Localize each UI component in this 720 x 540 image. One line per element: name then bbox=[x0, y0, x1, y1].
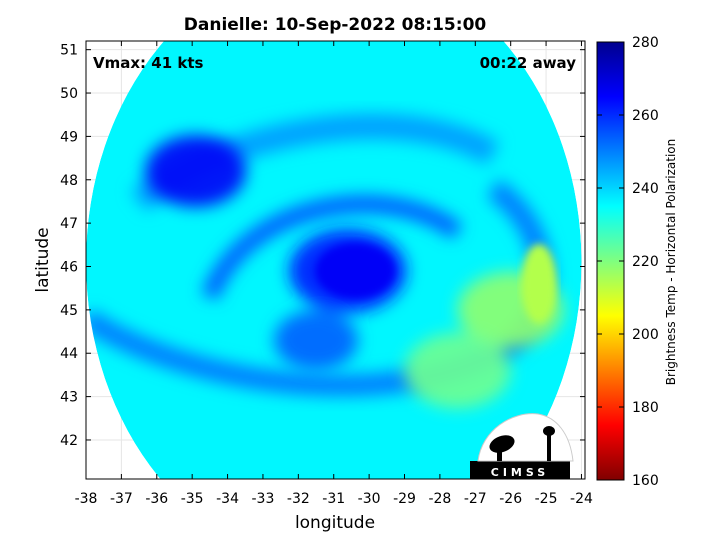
x-tick-label: -36 bbox=[145, 491, 168, 507]
x-tick-label: -24 bbox=[570, 491, 593, 507]
y-tick-label: 50 bbox=[60, 86, 78, 102]
x-tick-label: -34 bbox=[216, 491, 239, 507]
colorbar-label: Brightness Temp - Horizontal Polarizatio… bbox=[664, 139, 678, 386]
x-axis-ticks: -38 -37 -36 -35 -34 -33 -32 -31 -30 -29 -28 -27 -26-… bbox=[75, 41, 593, 507]
x-tick-label: -38 bbox=[75, 491, 98, 507]
brightness-temperature-field bbox=[86, 41, 582, 479]
colorbar-tick-label: 160 bbox=[632, 473, 659, 489]
x-tick-label: -37 bbox=[110, 491, 133, 507]
y-tick-label: 43 bbox=[60, 390, 78, 406]
y-tick-label: 42 bbox=[60, 433, 78, 449]
colorbar-tick-label: 260 bbox=[632, 108, 659, 124]
y-tick-label: 51 bbox=[60, 43, 78, 59]
colorbar-tick-label: 220 bbox=[632, 254, 659, 270]
rainband-inner bbox=[201, 195, 463, 301]
colorbar-tick-label: 280 bbox=[632, 35, 659, 51]
colorbar: 160 180 200 220 240 260 280 Brightness Temp - … bbox=[596, 35, 678, 489]
time-away-label: 00:22 away bbox=[480, 54, 577, 72]
feature-northwest-cold-region bbox=[145, 135, 247, 208]
colorbar-tick-label: 180 bbox=[632, 400, 659, 416]
logo-text: CIMSS bbox=[491, 466, 549, 479]
feature-southern-rainband bbox=[274, 310, 359, 371]
colorbar-tick-label: 200 bbox=[632, 327, 659, 343]
cimss-logo: CIMSS bbox=[470, 413, 574, 479]
y-tick-label: 45 bbox=[60, 303, 78, 319]
y-tick-label: 46 bbox=[60, 260, 78, 276]
swath-disc bbox=[86, 41, 582, 479]
x-tick-label: -27 bbox=[464, 491, 487, 507]
y-tick-label: 49 bbox=[60, 129, 78, 145]
storm-core-center bbox=[314, 242, 395, 299]
logo-dish-stand bbox=[497, 448, 502, 461]
plot-frame bbox=[85, 40, 586, 480]
colorbar-tick-label: 240 bbox=[632, 181, 659, 197]
y-axis-label: latitude bbox=[33, 227, 53, 292]
plot-area: -38 -37 -36 -35 -34 -33 -32 -31 -30 -29 -28 -27 -26-… bbox=[60, 40, 593, 507]
eastern-warm-core bbox=[520, 243, 557, 324]
x-tick-label: -33 bbox=[252, 491, 275, 507]
logo-tower-tank bbox=[543, 426, 555, 436]
x-axis-label: longitude bbox=[295, 513, 375, 533]
chart-title: Danielle: 10-Sep-2022 08:15:00 bbox=[184, 15, 487, 35]
feature-southeast-warm-region bbox=[404, 332, 511, 409]
x-tick-label: -26 bbox=[499, 491, 522, 507]
x-tick-label: -32 bbox=[287, 491, 310, 507]
x-tick-label: -25 bbox=[535, 491, 558, 507]
logo-dish bbox=[489, 435, 515, 453]
y-axis-ticks: 42 43 44 45 46 47 48 49 50 51 bbox=[60, 43, 585, 449]
y-tick-label: 48 bbox=[60, 173, 78, 189]
microwave-swath bbox=[86, 41, 582, 479]
x-tick-label: -31 bbox=[322, 491, 345, 507]
vmax-label: Vmax: 41 kts bbox=[93, 54, 203, 72]
y-tick-label: 47 bbox=[60, 216, 78, 232]
x-tick-label: -28 bbox=[428, 491, 451, 507]
x-tick-label: -29 bbox=[393, 491, 416, 507]
x-tick-label: -35 bbox=[181, 491, 204, 507]
y-tick-label: 44 bbox=[60, 346, 78, 362]
x-tick-label: -30 bbox=[358, 491, 381, 507]
logo-tower-post bbox=[547, 434, 551, 461]
colorbar-ticks: 160 180 200 220 240 260 280 bbox=[597, 35, 659, 489]
